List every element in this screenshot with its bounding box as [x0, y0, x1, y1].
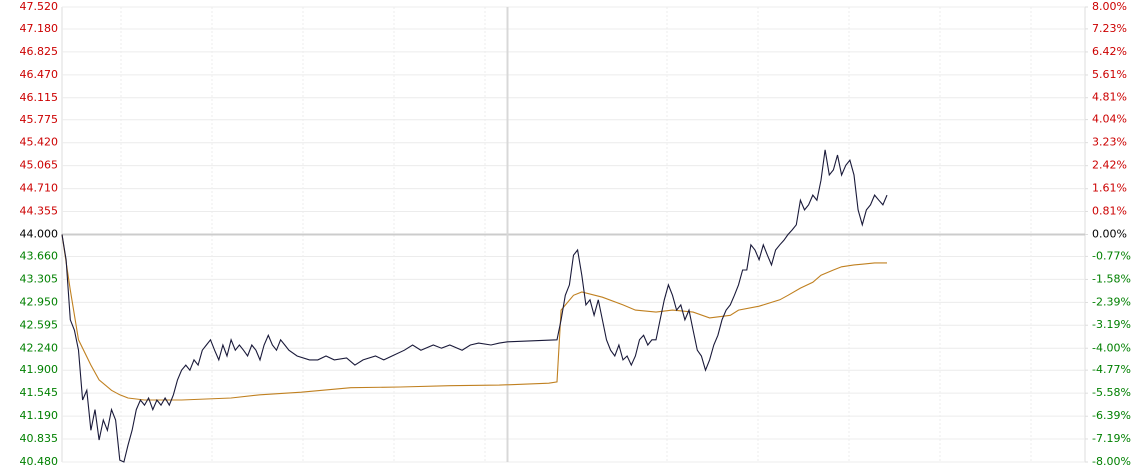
y-tick-label: 46.470	[20, 68, 59, 81]
y2-tick-label: 2.42%	[1092, 159, 1127, 172]
series-line	[61, 149, 888, 463]
y-tick-label: 42.595	[20, 318, 59, 331]
y-tick-label: 44.000	[20, 228, 59, 241]
y-tick-label: 46.115	[20, 91, 59, 104]
y2-tick-label: 8.00%	[1092, 0, 1127, 13]
y2-tick-label: -8.00%	[1092, 455, 1131, 466]
y-tick-label: 45.775	[20, 113, 59, 126]
y2-tick-label: 6.42%	[1092, 45, 1127, 58]
y2-tick-label: -3.19%	[1092, 318, 1131, 331]
y-tick-label: 46.825	[20, 45, 59, 58]
y2-tick-label: 4.04%	[1092, 113, 1127, 126]
y-tick-label: 42.240	[20, 341, 59, 354]
y2-tick-label: -6.39%	[1092, 409, 1131, 422]
y2-tick-label: 3.23%	[1092, 136, 1127, 149]
y-tick-label: 44.710	[20, 182, 59, 195]
y-tick-label: 41.900	[20, 363, 59, 376]
y-tick-label: 40.480	[20, 455, 59, 466]
y-tick-label: 47.180	[20, 22, 59, 35]
y-tick-label: 44.355	[20, 205, 59, 218]
y2-tick-label: 0.81%	[1092, 204, 1127, 217]
y-tick-label: 45.065	[20, 159, 59, 172]
y2-tick-label: 1.61%	[1092, 182, 1127, 195]
y-tick-label: 45.420	[20, 136, 59, 149]
y2-tick-label: -4.00%	[1092, 341, 1131, 354]
y-tick-label: 41.190	[20, 409, 59, 422]
y-tick-label: 43.305	[20, 272, 59, 285]
y2-tick-label: 4.81%	[1092, 91, 1127, 104]
series-line	[61, 234, 887, 401]
y2-tick-label: 7.23%	[1092, 22, 1127, 35]
y-tick-label: 47.520	[20, 0, 59, 13]
y2-tick-label: -2.39%	[1092, 295, 1131, 308]
y-tick-label: 42.950	[20, 295, 59, 308]
y2-tick-label: 5.61%	[1092, 68, 1127, 81]
y-tick-label: 40.835	[20, 432, 59, 445]
y-tick-label: 41.545	[20, 386, 59, 399]
y-tick-label: 43.660	[20, 249, 59, 262]
y2-tick-label: -0.77%	[1092, 249, 1131, 262]
y2-tick-label: -7.19%	[1092, 432, 1131, 445]
y2-tick-label: -4.77%	[1092, 363, 1131, 376]
y2-tick-label: -5.58%	[1092, 386, 1131, 399]
y2-tick-label: 0.00%	[1092, 228, 1127, 241]
y2-tick-label: -1.58%	[1092, 272, 1131, 285]
